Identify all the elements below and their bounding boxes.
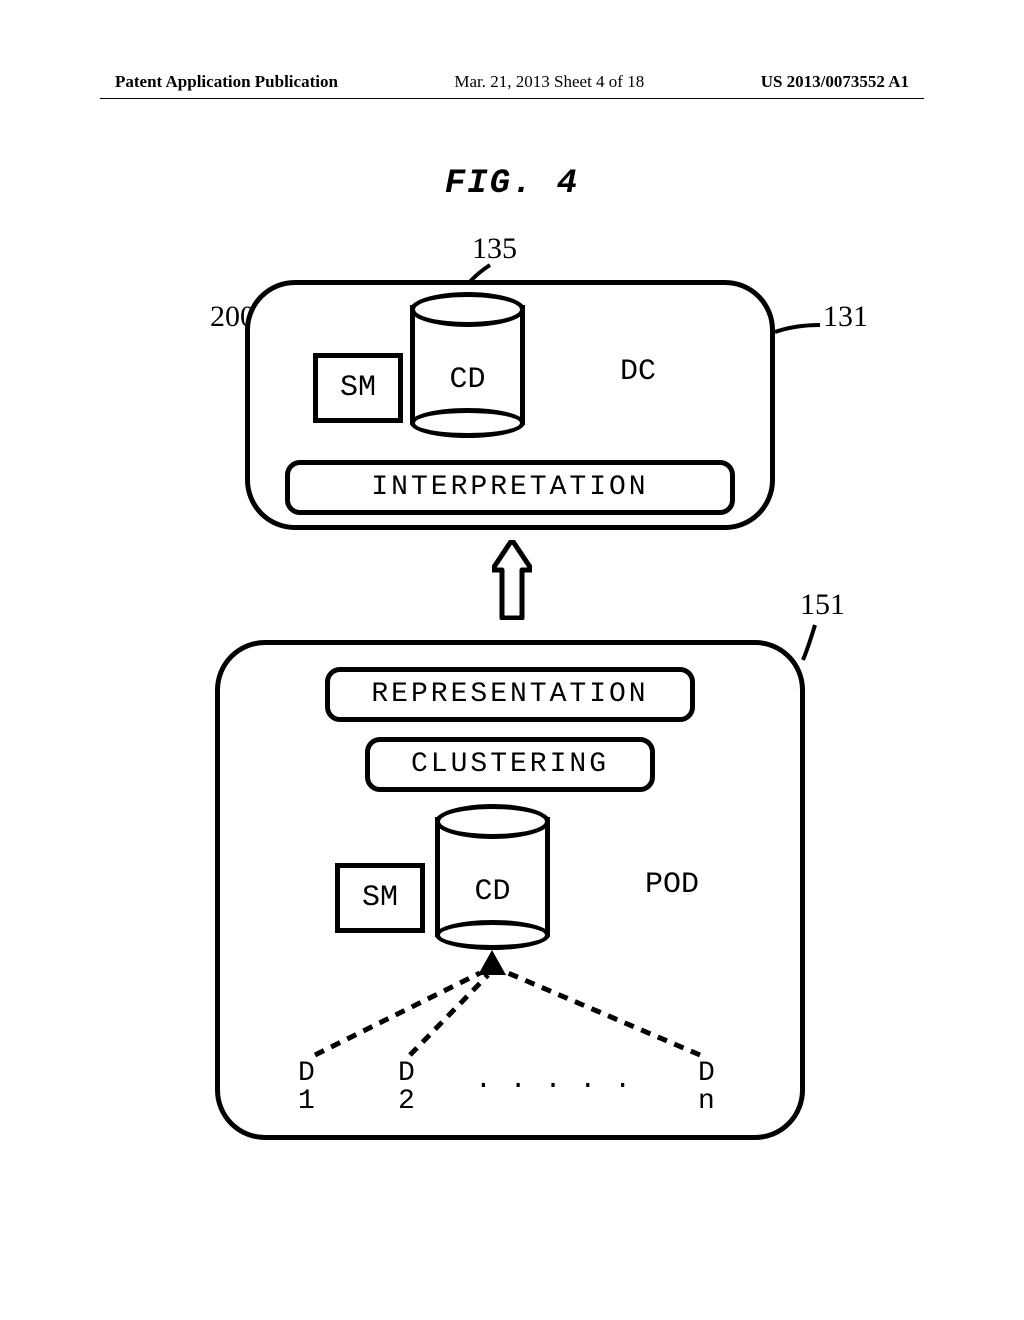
sm-label-upper: SM — [340, 371, 376, 405]
interpretation-label: INTERPRETATION — [371, 472, 648, 503]
pod-container: REPRESENTATION CLUSTERING SM CD POD D 1 … — [215, 640, 805, 1140]
d2-bot: 2 — [398, 1088, 415, 1116]
ref-131: 131 — [823, 300, 868, 334]
interpretation-box: INTERPRETATION — [285, 460, 735, 515]
dc-label: DC — [620, 355, 656, 389]
d1-item: D 1 — [298, 1060, 315, 1116]
ellipsis-dots: ..... — [475, 1065, 649, 1096]
d1-top: D — [298, 1060, 315, 1088]
ref-151: 151 — [800, 588, 845, 622]
cd-label-upper: CD — [410, 363, 525, 397]
sm-box-upper: SM — [313, 353, 403, 423]
d2-top: D — [398, 1060, 415, 1088]
cd-cylinder-upper: CD — [410, 293, 525, 438]
up-arrow-icon — [492, 540, 532, 620]
dn-bot: n — [698, 1088, 715, 1116]
dn-item: D n — [698, 1060, 715, 1116]
dn-top: D — [698, 1060, 715, 1088]
d1-bot: 1 — [298, 1088, 315, 1116]
d2-item: D 2 — [398, 1060, 415, 1116]
dc-container: SM CD DC INTERPRETATION — [245, 280, 775, 530]
